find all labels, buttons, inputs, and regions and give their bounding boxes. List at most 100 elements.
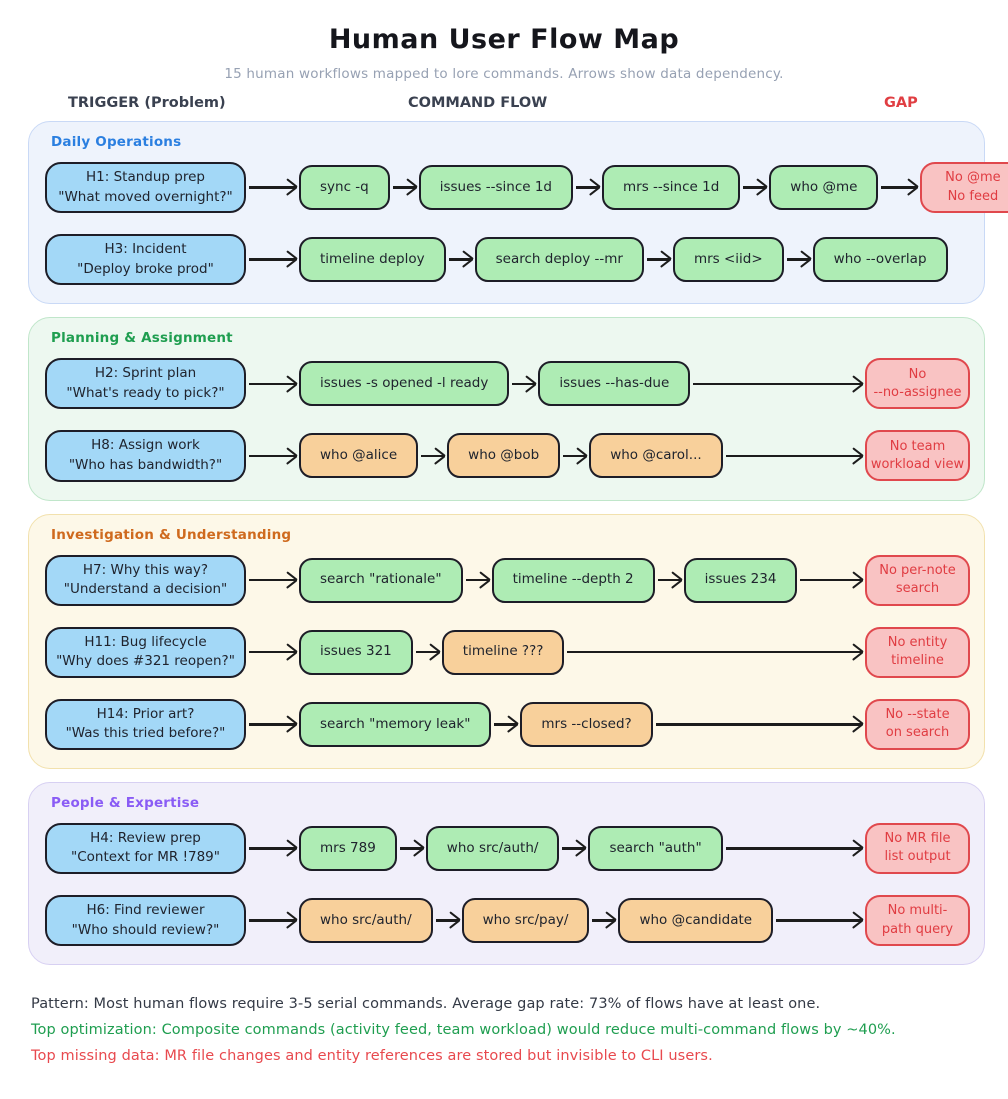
flow-arrow-icon <box>249 454 296 458</box>
workflow-row: H11: Bug lifecycle "Why does #321 reopen?… <box>45 626 970 678</box>
flow-arrow-icon <box>249 578 296 582</box>
flow-arrow-icon <box>249 650 296 654</box>
flow-arrow-icon <box>399 847 423 850</box>
gap-line: No --state <box>885 707 950 723</box>
flow-arrow-icon <box>249 723 296 726</box>
column-header-trigger: TRIGGER (Problem) <box>68 95 226 111</box>
gap-box: No entity timeline <box>865 626 970 678</box>
trigger-box: H2: Sprint plan "What's ready to pick?" <box>45 358 246 410</box>
trigger-quote: "What moved overnight?" <box>58 188 233 205</box>
flow-arrow-icon <box>249 186 296 189</box>
command-box: issues 234 <box>683 557 798 603</box>
gap-box: No MR file list output <box>865 822 970 874</box>
command-box: issues --since 1d <box>418 165 573 211</box>
flow-arrow-icon <box>249 847 296 850</box>
trigger-title: H8: Assign work <box>91 437 200 454</box>
command-box: who src/auth/ <box>299 898 433 944</box>
command-box: search "rationale" <box>299 557 463 603</box>
flow-arrow-icon <box>646 258 670 261</box>
command-box: who @bob <box>447 433 561 479</box>
column-header-gap: GAP <box>884 95 918 111</box>
command-box: issues 321 <box>299 629 413 675</box>
workflow-row: H8: Assign work "Who has bandwidth?" who @… <box>45 430 970 482</box>
trigger-quote: "Who should review?" <box>71 921 220 938</box>
gap-line: No team <box>889 438 946 454</box>
workflow-row: H14: Prior art? "Was this tried before?" s… <box>45 698 970 750</box>
command-box: mrs --closed? <box>520 701 653 747</box>
gap-line: No feed <box>947 188 999 204</box>
flow-arrow-icon <box>465 578 489 582</box>
flow-arrow-icon <box>725 454 862 458</box>
gap-line: No multi- <box>887 903 948 919</box>
page-header: Human User Flow Map 15 human workflows m… <box>0 0 1008 82</box>
gap-line: path query <box>881 921 954 937</box>
page-subtitle: 15 human workflows mapped to lore comman… <box>224 66 784 82</box>
trigger-title: H7: Why this way? <box>82 561 209 578</box>
gap-box: No --no-assignee <box>865 358 970 410</box>
gap-line: No per-note <box>879 562 956 578</box>
flow-arrow-icon <box>562 847 586 850</box>
workflow-row: H3: Incident "Deploy broke prod" timeline … <box>45 234 970 286</box>
flow-arrow-icon <box>512 382 536 385</box>
trigger-title: H1: Standup prep <box>86 169 205 185</box>
flow-arrow-icon <box>592 919 616 922</box>
command-box: issues -s opened -l ready <box>299 361 510 407</box>
workflow-row: H7: Why this way? "Understand a decision"… <box>45 554 970 606</box>
gap-line: on search <box>885 725 950 741</box>
trigger-title: H3: Incident <box>104 241 187 258</box>
workflow-row: H1: Standup prep "What moved overnight?" s… <box>45 162 1008 214</box>
command-box: who src/auth/ <box>425 825 560 871</box>
gap-line: No MR file <box>884 831 951 847</box>
flow-arrow-icon <box>881 186 918 189</box>
flow-arrow-icon <box>249 382 296 385</box>
trigger-quote: "Why does #321 reopen?" <box>56 653 235 670</box>
footer-notes: Pattern: Most human flows require 3-5 se… <box>31 996 896 1074</box>
trigger-title: H11: Bug lifecycle <box>84 633 207 650</box>
trigger-quote: "What's ready to pick?" <box>66 384 225 401</box>
trigger-quote: "Understand a decision" <box>63 581 228 598</box>
command-box: who @alice <box>299 433 419 479</box>
flow-arrow-icon <box>576 186 599 189</box>
trigger-title: H14: Prior art? <box>96 705 195 722</box>
trigger-box: H4: Review prep "Context for MR !789" <box>45 822 246 874</box>
command-box: timeline ??? <box>441 629 565 675</box>
gap-box: No @me No feed <box>920 162 1008 214</box>
flow-arrow-icon <box>435 919 459 922</box>
section-label: Daily Operations <box>51 134 182 150</box>
section-label: Planning & Assignment <box>51 330 233 347</box>
trigger-title: H6: Find reviewer <box>86 902 205 918</box>
trigger-quote: "Context for MR !789" <box>71 849 220 866</box>
flow-arrow-icon <box>657 578 681 582</box>
command-box: timeline deploy <box>299 237 446 283</box>
command-box: issues --has-due <box>538 361 691 407</box>
flow-arrow-icon <box>655 723 862 726</box>
section-investigation-understanding: Investigation & Understanding H7: Why thi… <box>28 513 985 769</box>
flow-arrow-icon <box>448 258 472 261</box>
command-box: who --overlap <box>812 237 948 283</box>
command-box: who @candidate <box>618 898 774 944</box>
trigger-box: H1: Standup prep "What moved overnight?" <box>45 162 246 214</box>
page-title: Human User Flow Map <box>328 24 680 55</box>
workflow-row: H2: Sprint plan "What's ready to pick?" is… <box>45 358 970 410</box>
flow-arrow-icon <box>421 454 445 458</box>
command-box: search "auth" <box>588 825 723 871</box>
trigger-box: H7: Why this way? "Understand a decision" <box>45 554 246 606</box>
flow-arrow-icon <box>392 186 416 189</box>
workflow-row: H6: Find reviewer "Who should review?" who… <box>45 895 970 947</box>
flow-arrow-icon <box>494 723 518 726</box>
footer-note: Top missing data: MR file changes and en… <box>31 1048 713 1064</box>
gap-line: --no-assignee <box>873 384 962 400</box>
footer-note: Pattern: Most human flows require 3-5 se… <box>31 996 821 1012</box>
trigger-box: H14: Prior art? "Was this tried before?" <box>45 698 246 750</box>
trigger-title: H2: Sprint plan <box>94 365 197 382</box>
gap-box: No team workload view <box>865 430 970 482</box>
gap-line: timeline <box>891 653 944 669</box>
command-box: who src/pay/ <box>461 898 590 944</box>
column-headers: TRIGGER (Problem) COMMAND FLOW GAP <box>0 95 1008 119</box>
command-box: who @carol... <box>589 433 723 479</box>
gap-line: list output <box>884 849 951 865</box>
trigger-quote: "Deploy broke prod" <box>77 260 214 277</box>
flow-arrow-icon <box>415 650 439 654</box>
gap-box: No multi-path query <box>865 895 970 947</box>
flow-arrow-icon <box>725 847 862 850</box>
